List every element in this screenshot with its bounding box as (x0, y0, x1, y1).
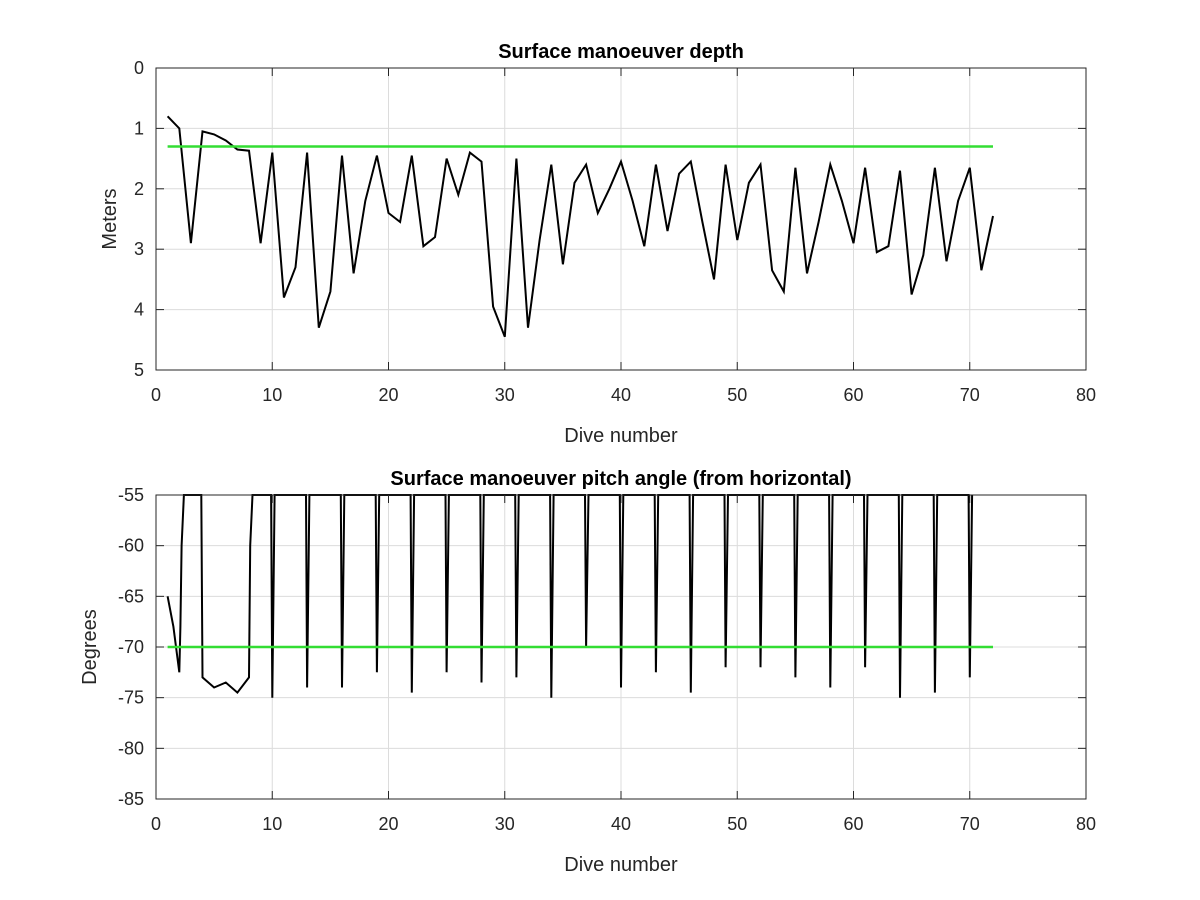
depth-xtick-label: 80 (1076, 385, 1096, 405)
pitch-ytick-label: -70 (118, 637, 144, 657)
pitch-xtick-label: 80 (1076, 814, 1096, 834)
depth-y-ticks: 0 1 2 3 4 5 (134, 58, 1086, 380)
depth-grid (155, 67, 1087, 371)
depth-ytick-label: 4 (134, 300, 144, 320)
depth-xtick-label: 60 (843, 385, 863, 405)
depth-xtick-label: 70 (960, 385, 980, 405)
pitch-xtick-label: 30 (495, 814, 515, 834)
pitch-y-ticks: -55 -60 -65 -70 -75 -80 -85 (118, 485, 1086, 809)
pitch-xtick-label: 40 (611, 814, 631, 834)
depth-xtick-label: 10 (262, 385, 282, 405)
depth-ytick-label: 0 (134, 58, 144, 78)
pitch-ylabel: Degrees (79, 609, 101, 685)
depth-ytick-label: 1 (134, 118, 144, 138)
pitch-xtick-label: 20 (378, 814, 398, 834)
pitch-xtick-label: 10 (262, 814, 282, 834)
pitch-xlabel: Dive number (564, 854, 678, 876)
pitch-ytick-label: -55 (118, 485, 144, 505)
pitch-title: Surface manoeuver pitch angle (from hori… (390, 468, 851, 490)
pitch-ytick-label: -85 (118, 789, 144, 809)
depth-xtick-label: 30 (495, 385, 515, 405)
depth-x-ticks: 0 10 20 30 40 50 60 70 80 (151, 68, 1096, 405)
pitch-ytick-label: -60 (118, 536, 144, 556)
pitch-xtick-label: 50 (727, 814, 747, 834)
depth-title: Surface manoeuver depth (498, 41, 744, 63)
depth-xtick-label: 20 (378, 385, 398, 405)
pitch-ytick-label: -75 (118, 688, 144, 708)
pitch-ytick-label: -80 (118, 738, 144, 758)
pitch-xtick-label: 60 (843, 814, 863, 834)
depth-xtick-label: 40 (611, 385, 631, 405)
pitch-xtick-label: 0 (151, 814, 161, 834)
depth-data-line (166, 115, 994, 338)
depth-ytick-label: 3 (134, 239, 144, 259)
depth-lines (166, 115, 994, 338)
depth-xtick-label: 50 (727, 385, 747, 405)
depth-ytick-label: 5 (134, 360, 144, 380)
pitch-xtick-label: 70 (960, 814, 980, 834)
pitch-x-ticks: 0 10 20 30 40 50 60 70 80 (151, 495, 1096, 834)
depth-xtick-label: 0 (151, 385, 161, 405)
depth-ytick-label: 2 (134, 179, 144, 199)
pitch-panel: 0 10 20 30 40 50 60 70 80 -55-60-65-70-75-80-85 … (79, 468, 1096, 876)
depth-xlabel: Dive number (564, 425, 678, 447)
depth-ylabel: Meters (99, 188, 121, 249)
pitch-ytick-label: -65 (118, 586, 144, 606)
depth-panel: 0 10 20 30 40 50 60 70 80 0 1 2 3 4 5 Surface manoeuv… (99, 41, 1096, 447)
